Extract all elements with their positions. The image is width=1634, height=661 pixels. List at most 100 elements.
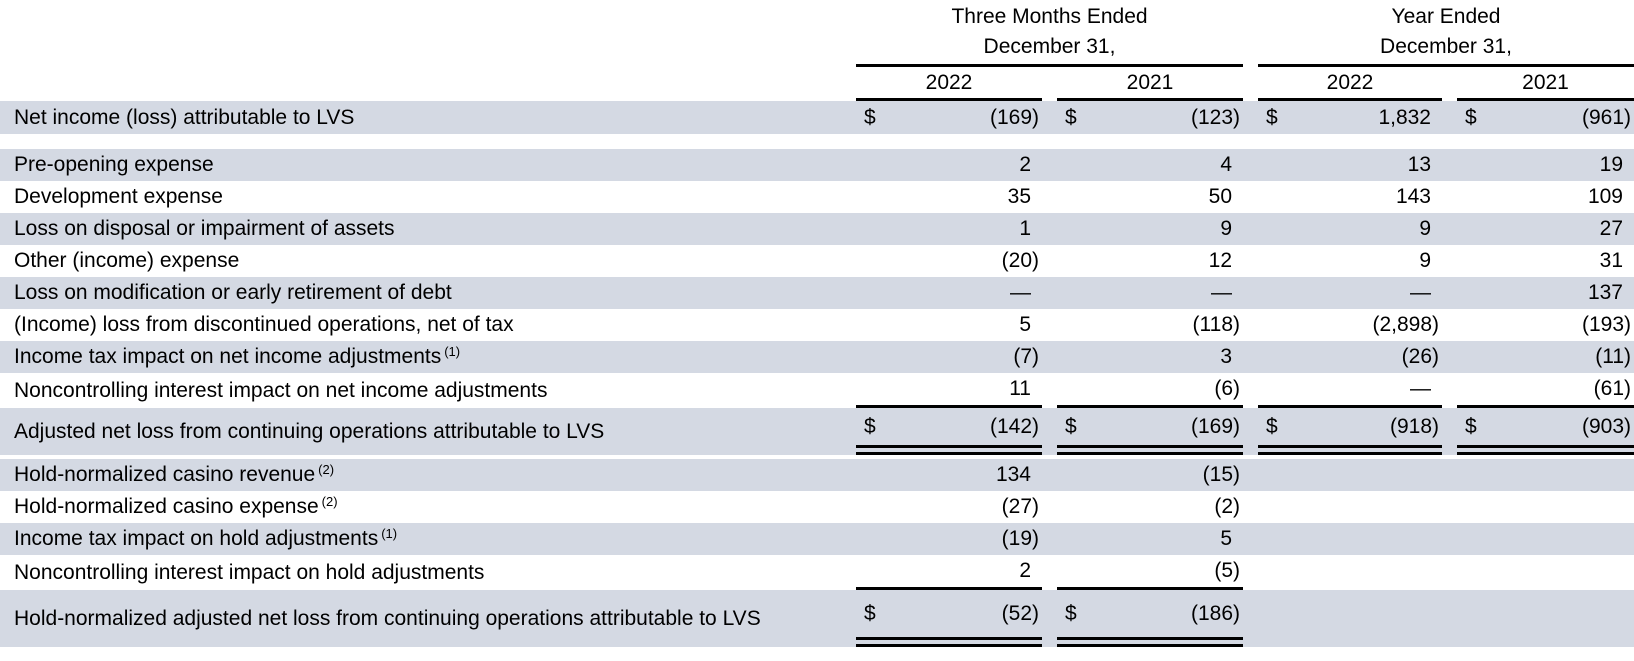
value-cell xyxy=(1457,590,1634,647)
value-text: (142) xyxy=(989,414,1039,438)
row-label-cell: Net income (loss) attributable to LVS xyxy=(0,101,856,134)
value-cell: 31 xyxy=(1457,245,1634,277)
dollar-sign: $ xyxy=(1065,105,1077,129)
header-group-gutter xyxy=(1243,0,1258,67)
column-header-year: 2022 xyxy=(1258,67,1442,101)
gutter-cell xyxy=(1042,245,1057,277)
gutter-cell xyxy=(1042,181,1057,213)
value-cell: 35 xyxy=(856,181,1042,213)
value-text: (27) xyxy=(1001,495,1039,518)
gutter-cell xyxy=(1042,491,1057,523)
gutter-cell xyxy=(1442,491,1457,523)
row-label: Income tax impact on hold adjustments xyxy=(14,527,379,550)
gutter-cell xyxy=(1442,245,1457,277)
column-header-year: 2022 xyxy=(856,67,1042,101)
value-text: 12 xyxy=(1208,249,1232,272)
table-row: Noncontrolling interest impact on hold a… xyxy=(0,555,1634,590)
gutter-cell xyxy=(1042,341,1057,373)
header-three-months-ended: Three Months Ended December 31, xyxy=(856,0,1243,67)
dollar-sign: $ xyxy=(1266,105,1278,129)
value-text: 1,832 xyxy=(1378,105,1431,129)
dollar-sign: $ xyxy=(1465,105,1477,129)
value-text: 137 xyxy=(1587,281,1623,304)
value-text: — xyxy=(1410,377,1431,400)
value-text: (61) xyxy=(1593,377,1631,400)
column-header-year: 2021 xyxy=(1457,67,1634,101)
value-cell: 1 xyxy=(856,213,1042,245)
value-cell: $ (142) xyxy=(856,408,1042,455)
value-text: (123) xyxy=(1190,105,1240,129)
value-cell: $ (169) xyxy=(856,101,1042,134)
gutter-cell xyxy=(1442,373,1457,408)
dollar-sign: $ xyxy=(864,105,876,129)
value-text: (26) xyxy=(1401,345,1439,368)
row-label: Pre-opening expense xyxy=(14,153,214,176)
value-text: 5 xyxy=(1019,313,1031,336)
value-text: (118) xyxy=(1192,313,1240,336)
dollar-sign: $ xyxy=(1065,601,1077,625)
gutter-cell xyxy=(1243,67,1258,101)
gutter-cell xyxy=(1243,149,1258,181)
gutter-cell xyxy=(1042,373,1057,408)
value-text: 50 xyxy=(1208,185,1232,208)
value-text: (193) xyxy=(1581,313,1631,336)
gutter-cell xyxy=(1243,459,1258,491)
value-cell xyxy=(1457,491,1634,523)
gutter-cell xyxy=(1042,459,1057,491)
value-cell: (26) xyxy=(1258,341,1442,373)
row-label-cell: Income tax impact on hold adjustments (1) xyxy=(0,523,856,555)
table-row: Adjusted net loss from continuing operat… xyxy=(0,408,1634,455)
value-cell: 2 xyxy=(856,149,1042,181)
value-cell: 5 xyxy=(856,309,1042,341)
row-label: Noncontrolling interest impact on net in… xyxy=(14,378,548,402)
gutter-cell xyxy=(1042,408,1057,455)
column-header-year: 2021 xyxy=(1057,67,1243,101)
gutter-cell xyxy=(1243,373,1258,408)
header-period-date: December 31, xyxy=(1380,35,1512,58)
value-cell: $ (52) xyxy=(856,590,1042,647)
value-cell xyxy=(1258,590,1442,647)
gutter-cell xyxy=(1042,523,1057,555)
row-label: Loss on disposal or impairment of assets xyxy=(14,217,395,240)
row-label-cell: Adjusted net loss from continuing operat… xyxy=(0,408,856,455)
gutter-cell xyxy=(1442,408,1457,455)
footnote-marker: (1) xyxy=(444,344,461,359)
value-cell: (61) xyxy=(1457,373,1634,408)
row-label: Noncontrolling interest impact on hold a… xyxy=(14,560,485,584)
value-text: (52) xyxy=(1001,601,1039,625)
value-cell xyxy=(1258,523,1442,555)
table-row: Noncontrolling interest impact on net in… xyxy=(0,373,1634,408)
value-cell: 9 xyxy=(1057,213,1243,245)
value-text: (15) xyxy=(1202,463,1240,486)
value-text: (169) xyxy=(989,105,1039,129)
value-cell: (193) xyxy=(1457,309,1634,341)
header-label-spacer xyxy=(0,67,856,101)
gutter-cell xyxy=(1243,181,1258,213)
table-row: Hold-normalized casino revenue (2) 134 (15) xyxy=(0,459,1634,491)
header-year-ended: Year Ended December 31, xyxy=(1258,0,1634,67)
row-label-cell: Other (income) expense xyxy=(0,245,856,277)
value-text: (2,898) xyxy=(1372,313,1439,336)
row-label-cell: Loss on modification or early retirement… xyxy=(0,277,856,309)
header-period-date: December 31, xyxy=(983,35,1116,58)
value-cell: (19) xyxy=(856,523,1042,555)
non-gaap-reconciliation-table: Three Months Ended December 31, Year End… xyxy=(0,0,1634,647)
row-label-cell: Noncontrolling interest impact on hold a… xyxy=(0,555,856,590)
row-label-cell: Income tax impact on net income adjustme… xyxy=(0,341,856,373)
row-label-cell: (Income) loss from discontinued operatio… xyxy=(0,309,856,341)
gutter-cell xyxy=(1042,213,1057,245)
value-cell: (2,898) xyxy=(1258,309,1442,341)
row-label: Loss on modification or early retirement… xyxy=(14,281,452,304)
gutter-cell xyxy=(1442,277,1457,309)
dollar-sign: $ xyxy=(1266,414,1278,438)
row-label: Income tax impact on net income adjustme… xyxy=(14,345,442,368)
value-text: 1 xyxy=(1019,217,1031,240)
gutter-cell xyxy=(1442,555,1457,590)
value-cell: (20) xyxy=(856,245,1042,277)
value-text: — xyxy=(1211,281,1232,304)
value-cell: (6) xyxy=(1057,373,1243,408)
dollar-sign: $ xyxy=(864,414,876,438)
value-text: 9 xyxy=(1419,249,1431,272)
gutter-cell xyxy=(1042,67,1057,101)
value-text: 2 xyxy=(1019,153,1031,176)
